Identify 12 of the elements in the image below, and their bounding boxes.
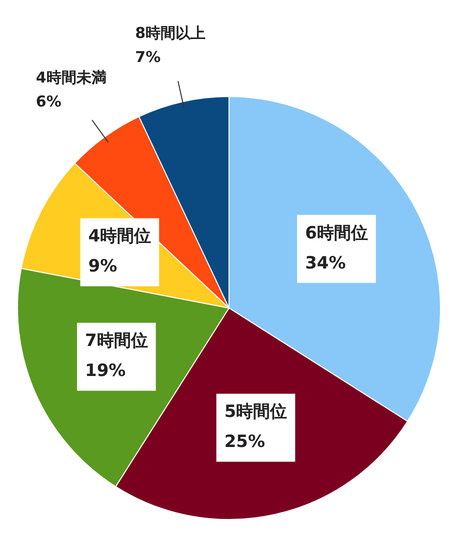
slice-label: 7時間位	[85, 331, 148, 352]
slice-label: 5時間位	[224, 402, 288, 422]
data-label: 19%	[85, 361, 126, 382]
data-label: 6%	[36, 92, 62, 111]
data-label: 9%	[88, 256, 118, 277]
data-label: 25%	[224, 432, 266, 452]
slice-label: 4時間位	[88, 226, 152, 247]
slice-label: 4時間未満	[36, 68, 106, 87]
data-label: 7%	[135, 48, 161, 66]
slice-label: 8時間以上	[135, 24, 206, 42]
slice-label: 6時間位	[305, 223, 368, 244]
data-label: 34%	[305, 253, 346, 274]
